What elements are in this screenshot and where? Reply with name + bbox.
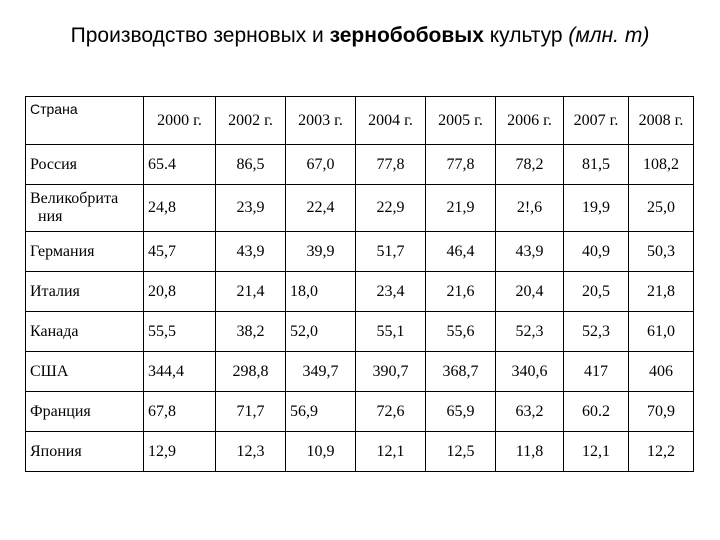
value-cell: 22,4 (285, 184, 356, 232)
table-row: Франция 67,8 71,7 56,9 72,6 65,9 63,2 60… (25, 391, 694, 432)
value-cell: 368,7 (425, 351, 496, 392)
value-cell: 21,8 (628, 271, 694, 312)
value-cell: 70,9 (628, 391, 694, 432)
value-cell: 43,9 (495, 231, 564, 272)
value-cell: 67,0 (285, 144, 356, 185)
value-cell: 52,0 (285, 311, 356, 352)
value-cell: 43,9 (215, 231, 286, 272)
value-cell: 12,1 (355, 431, 426, 472)
value-cell: 298,8 (215, 351, 286, 392)
table-row: Великобрита ния 24,8 23,9 22,4 22,9 21,9 … (25, 184, 694, 232)
country-cell: Германия (25, 231, 144, 272)
table-row: Канада 55,5 38,2 52,0 55,1 55,6 52,3 52,… (25, 311, 694, 352)
value-cell: 55,5 (143, 311, 216, 352)
header-year: 2003 г. (285, 96, 356, 145)
header-country: Страна (25, 96, 144, 145)
value-cell: 78,2 (495, 144, 564, 185)
value-cell: 52,3 (495, 311, 564, 352)
value-cell: 86,5 (215, 144, 286, 185)
country-cell: Канада (25, 311, 144, 352)
page-title: Производство зерновых и зернобобовых кул… (0, 14, 720, 58)
table-row: Германия 45,7 43,9 39,9 51,7 46,4 43,9 4… (25, 231, 694, 272)
header-year: 2006 г. (495, 96, 564, 145)
country-cell: Италия (25, 271, 144, 312)
value-cell: 417 (563, 351, 629, 392)
value-cell: 12,3 (215, 431, 286, 472)
title-part-3: культур (483, 24, 569, 47)
value-cell: 60.2 (563, 391, 629, 432)
table-row: Россия 65.4 86,5 67,0 77,8 77,8 78,2 81,… (25, 144, 694, 185)
header-year: 2002 г. (215, 96, 286, 145)
table-row: США 344,4 298,8 349,7 390,7 368,7 340,6 … (25, 351, 694, 392)
value-cell: 21,4 (215, 271, 286, 312)
value-cell: 11,8 (495, 431, 564, 472)
value-cell: 71,7 (215, 391, 286, 432)
value-cell: 65,9 (425, 391, 496, 432)
value-cell: 77,8 (425, 144, 496, 185)
value-cell: 19,9 (563, 184, 629, 232)
value-cell: 2!,6 (495, 184, 564, 232)
value-cell: 20,5 (563, 271, 629, 312)
value-cell: 12,5 (425, 431, 496, 472)
value-cell: 38,2 (215, 311, 286, 352)
value-cell: 40,9 (563, 231, 629, 272)
value-cell: 21,9 (425, 184, 496, 232)
table-row: Япония 12,9 12,3 10,9 12,1 12,5 11,8 12,… (25, 431, 694, 472)
table-row: Италия 20,8 21,4 18,0 23,4 21,6 20,4 20,… (25, 271, 694, 312)
country-cell: Франция (25, 391, 144, 432)
value-cell: 20,8 (143, 271, 216, 312)
value-cell: 77,8 (355, 144, 426, 185)
value-cell: 65.4 (143, 144, 216, 185)
value-cell: 12,9 (143, 431, 216, 472)
value-cell: 390,7 (355, 351, 426, 392)
value-cell: 406 (628, 351, 694, 392)
value-cell: 24,8 (143, 184, 216, 232)
value-cell: 52,3 (563, 311, 629, 352)
title-part-2: зернобобовых (329, 24, 484, 47)
value-cell: 108,2 (628, 144, 694, 185)
grain-production-table: Страна 2000 г. 2002 г. 2003 г. 2004 г. 2… (25, 96, 694, 472)
header-year: 2005 г. (425, 96, 496, 145)
value-cell: 349,7 (285, 351, 356, 392)
value-cell: 23,9 (215, 184, 286, 232)
value-cell: 72,6 (355, 391, 426, 432)
value-cell: 50,3 (628, 231, 694, 272)
country-line-1: Великобрита (30, 190, 119, 207)
value-cell: 18,0 (285, 271, 356, 312)
value-cell: 23,4 (355, 271, 426, 312)
title-part-1: Производство зерновых и (70, 24, 330, 47)
table-header-row: Страна 2000 г. 2002 г. 2003 г. 2004 г. 2… (25, 96, 694, 145)
country-line-2: ния (38, 208, 63, 225)
country-cell: Россия (25, 144, 144, 185)
header-year: 2008 г. (628, 96, 694, 145)
header-year: 2000 г. (143, 96, 216, 145)
value-cell: 340,6 (495, 351, 564, 392)
header-year: 2004 г. (355, 96, 426, 145)
header-year: 2007 г. (563, 96, 629, 145)
value-cell: 10,9 (285, 431, 356, 472)
value-cell: 67,8 (143, 391, 216, 432)
value-cell: 51,7 (355, 231, 426, 272)
country-cell: США (25, 351, 144, 392)
value-cell: 63,2 (495, 391, 564, 432)
value-cell: 81,5 (563, 144, 629, 185)
value-cell: 12,1 (563, 431, 629, 472)
value-cell: 56,9 (285, 391, 356, 432)
value-cell: 21,6 (425, 271, 496, 312)
value-cell: 39,9 (285, 231, 356, 272)
value-cell: 45,7 (143, 231, 216, 272)
value-cell: 22,9 (355, 184, 426, 232)
country-cell: Япония (25, 431, 144, 472)
country-cell: Великобрита ния (25, 184, 144, 232)
value-cell: 55,1 (355, 311, 426, 352)
value-cell: 20,4 (495, 271, 564, 312)
value-cell: 61,0 (628, 311, 694, 352)
value-cell: 344,4 (143, 351, 216, 392)
value-cell: 46,4 (425, 231, 496, 272)
value-cell: 12,2 (628, 431, 694, 472)
value-cell: 25,0 (628, 184, 694, 232)
title-unit: (млн. т) (568, 24, 650, 47)
value-cell: 55,6 (425, 311, 496, 352)
